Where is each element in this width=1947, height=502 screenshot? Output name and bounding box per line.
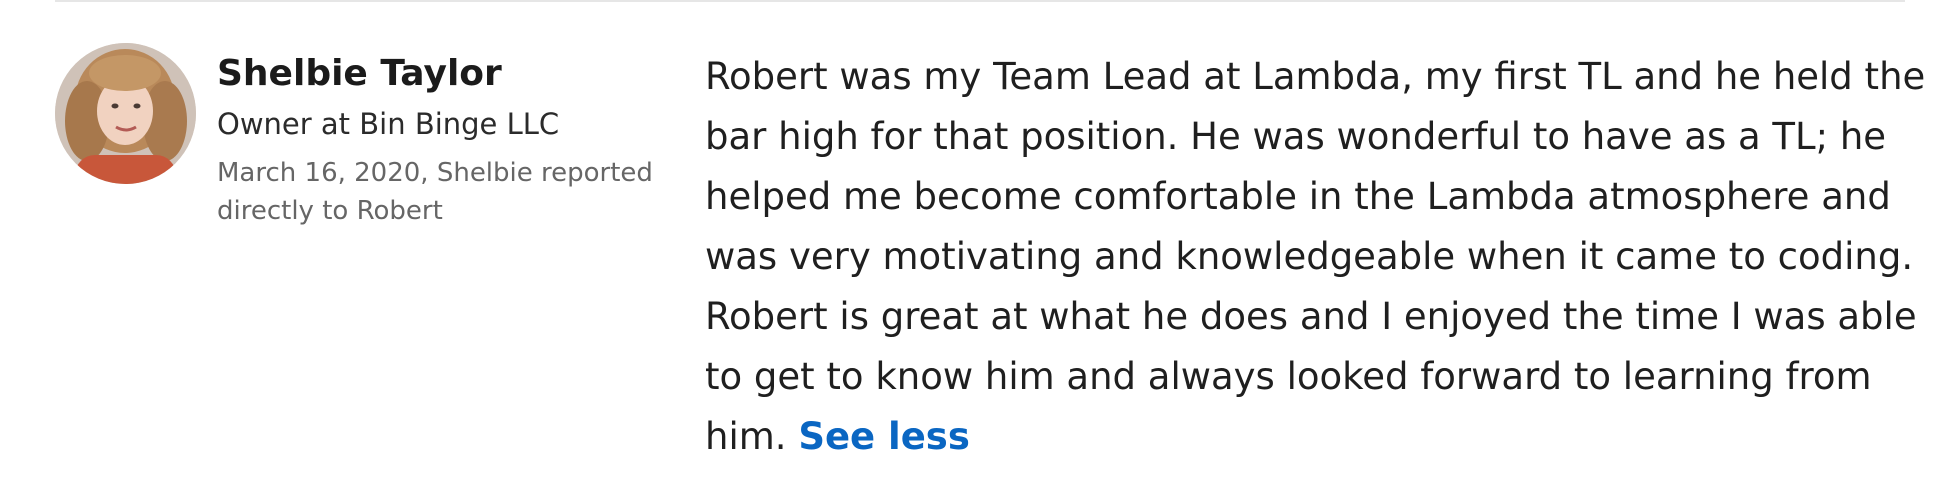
author-block: Shelbie Taylor Owner at Bin Binge LLC Ma… <box>217 52 677 230</box>
relationship-meta-line: March 16, 2020, Shelbie reported <box>217 158 653 188</box>
relationship-meta-line: directly to Robert <box>217 196 443 226</box>
recommendation-text-line: to get to know him and always looked for… <box>705 355 1872 398</box>
author-headline: Owner at Bin Binge LLC <box>217 107 560 141</box>
relationship-meta: March 16, 2020, Shelbie reported directl… <box>217 154 677 230</box>
recommendation-text: Robert was my Team Lead at Lambda, my fi… <box>705 47 1926 467</box>
recommendation-text-line: Robert is great at what he does and I en… <box>705 295 1917 338</box>
recommendation-text-line: was very motivating and knowledgeable wh… <box>705 235 1914 278</box>
profile-photo-icon <box>55 43 196 184</box>
recommendation-text-last-line: him. See less <box>705 407 1865 467</box>
recommendation-text-end: him. <box>705 415 787 458</box>
recommendation-text-line: Robert was my Team Lead at Lambda, my fi… <box>705 55 1926 98</box>
author-name[interactable]: Shelbie Taylor <box>217 53 502 94</box>
recommendation-text-line: bar high for that position. He was wonde… <box>705 115 1887 158</box>
see-less-button[interactable]: See less <box>798 415 970 458</box>
recommendation-text-line: helped me become comfortable in the Lamb… <box>705 175 1891 218</box>
top-divider <box>55 0 1905 2</box>
avatar[interactable] <box>55 43 196 184</box>
